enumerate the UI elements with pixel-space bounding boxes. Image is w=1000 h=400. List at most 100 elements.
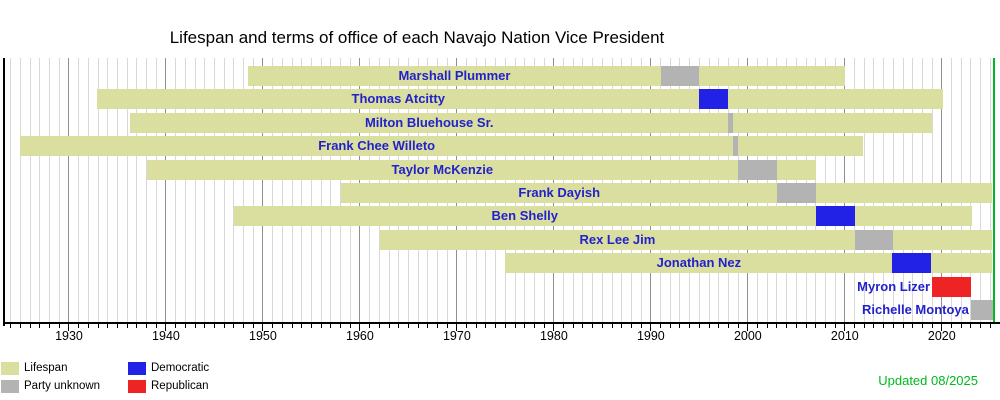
axis-tick-2013 <box>873 324 875 328</box>
person-name-label: Frank Chee Willeto <box>318 138 436 154</box>
gridline-1957 <box>330 58 332 323</box>
term-bar-party_unknown <box>728 112 733 133</box>
gridline-1937 <box>136 58 138 323</box>
axis-tick-2009 <box>834 324 836 328</box>
axis-tick-1951 <box>272 324 274 328</box>
axis-tick-1935 <box>116 324 118 328</box>
axis-tick-1925 <box>19 324 21 328</box>
axis-tick-2021 <box>951 324 952 328</box>
axis-tick-2022 <box>960 324 962 328</box>
axis-tick-2016 <box>902 324 904 328</box>
axis-tick-1991 <box>660 324 662 328</box>
lifespan-bar <box>341 183 993 203</box>
axis-tick-2002 <box>766 324 768 328</box>
axis-tick-1983 <box>582 324 584 328</box>
gridline-1944 <box>204 58 206 323</box>
axis-tick-1969 <box>446 324 448 328</box>
axis-tick-label-1940: 1940 <box>152 329 180 343</box>
axis-tick-1950 <box>262 324 264 331</box>
term-bar-democratic <box>815 206 855 227</box>
gridline-1942 <box>184 58 186 323</box>
legend-label-lifespan: Lifespan <box>24 362 68 374</box>
term-bar-party_unknown <box>970 300 994 320</box>
axis-tick-2004 <box>786 324 788 328</box>
axis-tick-2001 <box>757 324 759 328</box>
lifespan-bar <box>146 159 816 180</box>
axis-tick-2000 <box>747 324 749 331</box>
axis-tick-1970 <box>456 324 458 331</box>
axis-tick-1961 <box>369 324 371 328</box>
person-name-label: Jonathan Nez <box>656 255 742 271</box>
gridline-1947 <box>233 58 235 323</box>
axis-tick-1978 <box>533 324 535 328</box>
axis-tick-1998 <box>727 324 729 328</box>
axis-tick-label-1930: 1930 <box>55 329 83 343</box>
axis-tick-1992 <box>669 324 671 328</box>
legend-label-republican: Republican <box>151 380 209 392</box>
gridline-1953 <box>291 58 293 323</box>
axis-tick-2023 <box>970 324 972 328</box>
axis-tick-label-2010: 2010 <box>830 329 859 343</box>
axis-tick-1936 <box>126 324 128 328</box>
axis-tick-1940 <box>165 324 167 331</box>
legend-label-democratic: Democratic <box>151 362 210 374</box>
gridline-1954 <box>301 58 303 323</box>
axis-tick-1962 <box>378 324 380 328</box>
term-bar-party_unknown <box>854 229 894 250</box>
legend-entry-republican: Republican <box>128 380 209 393</box>
axis-tick-1965 <box>407 324 409 328</box>
axis-tick-1977 <box>524 324 526 328</box>
axis-tick-2007 <box>815 324 817 328</box>
axis-tick-label-1960: 1960 <box>346 329 374 343</box>
axis-tick-1938 <box>146 324 148 328</box>
term-bar-democratic <box>892 253 932 274</box>
term-bar-party_unknown <box>738 159 777 180</box>
gridline-1946 <box>223 58 225 323</box>
lifespan-bar <box>20 136 864 157</box>
axis-tick-1924 <box>10 324 12 328</box>
lifespan-bar <box>233 206 972 227</box>
term-bar-republican <box>932 276 971 297</box>
axis-tick-2019 <box>931 324 933 328</box>
legend-swatch-lifespan <box>1 362 19 375</box>
term-bar-party_unknown <box>660 66 700 86</box>
axis-tick-1954 <box>301 324 303 328</box>
axis-tick-2011 <box>854 324 856 328</box>
axis-tick-2017 <box>912 324 914 328</box>
gridline-1928 <box>49 58 51 323</box>
gridline-1949 <box>252 58 254 323</box>
axis-tick-1947 <box>233 324 235 328</box>
lifespan-bar <box>380 229 993 250</box>
legend-label-party-unknown: Party unknown <box>24 380 101 392</box>
axis-tick-1959 <box>349 324 351 328</box>
axis-tick-1975 <box>504 324 506 328</box>
axis-tick-label-1950: 1950 <box>249 329 277 343</box>
axis-tick-1974 <box>495 324 497 328</box>
gridline-1940 <box>165 58 167 323</box>
person-name-label: Thomas Atcitty <box>351 91 445 107</box>
axis-tick-1937 <box>136 324 138 328</box>
axis-tick-1948 <box>243 324 245 328</box>
axis-tick-1981 <box>563 324 565 328</box>
axis-tick-1956 <box>320 324 322 328</box>
axis-tick-1976 <box>514 324 516 328</box>
axis-tick-2020 <box>941 324 943 331</box>
axis-tick-1946 <box>223 324 225 328</box>
axis-tick-1972 <box>475 324 477 328</box>
gridline-1930 <box>68 58 70 323</box>
axis-tick-1957 <box>330 324 332 328</box>
legend-swatch-democratic <box>128 362 146 375</box>
axis-tick-1927 <box>39 324 41 328</box>
axis-tick-1960 <box>359 324 361 331</box>
axis-tick-1943 <box>194 324 196 328</box>
gridline-1941 <box>175 58 177 323</box>
gridline-1931 <box>78 58 80 323</box>
y-axis-line <box>3 58 5 326</box>
person-name-label: Frank Dayish <box>518 185 601 200</box>
axis-tick-2012 <box>863 324 865 328</box>
legend-entry-party-unknown: Party unknown <box>1 380 100 393</box>
person-name-label: Taylor McKenzie <box>391 161 494 177</box>
person-name-label: Marshall Plummer <box>398 68 511 83</box>
